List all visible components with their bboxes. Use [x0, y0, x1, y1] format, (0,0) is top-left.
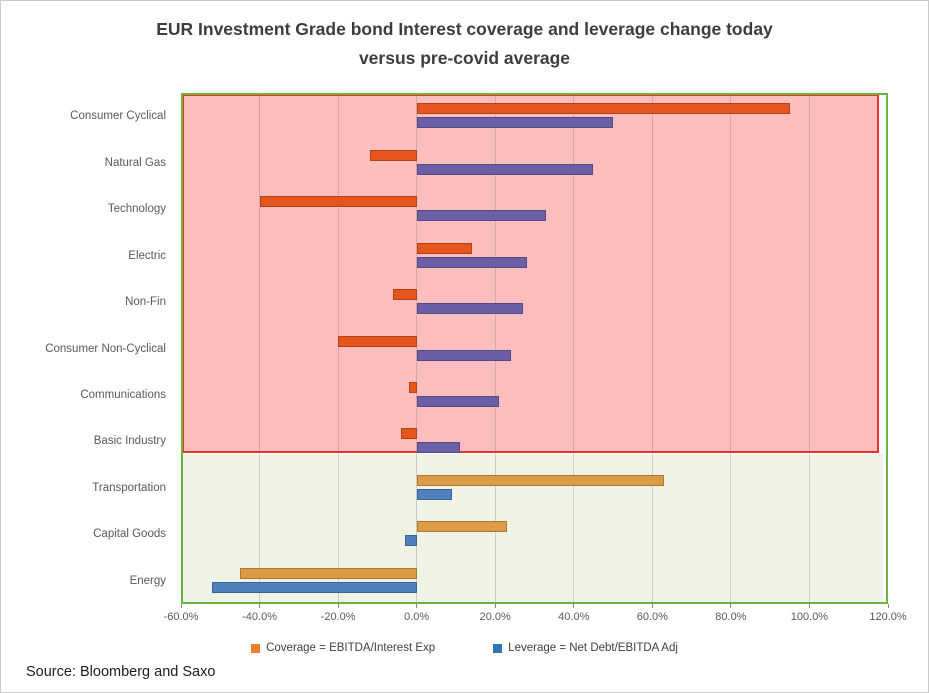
- bar-leverage-electric: [416, 256, 527, 268]
- category-label-energy: Energy: [129, 574, 166, 587]
- plot-area: [180, 93, 889, 608]
- x-tick-label-80: 80.0%: [715, 611, 747, 623]
- bar-leverage-transportation: [416, 488, 452, 500]
- x-tick-label-100: 100.0%: [790, 611, 829, 623]
- category-label-basic-industry: Basic Industry: [93, 435, 166, 448]
- axis-tick-60: [651, 604, 653, 608]
- axis-tick--60: [180, 604, 182, 608]
- gridline-20: [494, 93, 496, 604]
- category-label-consumer-non-cyclical: Consumer Non-Cyclical: [45, 342, 166, 355]
- coverage-swatch-icon: [251, 643, 261, 653]
- category-label-communications: Communications: [80, 388, 166, 401]
- x-tick-label-60: 60.0%: [636, 611, 668, 623]
- bar-coverage-transportation: [416, 474, 665, 486]
- gridline-40: [573, 93, 575, 604]
- bar-leverage-natural-gas: [416, 163, 594, 175]
- bar-leverage-consumer-cyclical: [416, 117, 614, 129]
- bar-coverage-energy: [239, 567, 417, 579]
- axis-tick-120: [887, 604, 889, 608]
- gridline-80: [730, 93, 732, 604]
- gridline-0: [416, 93, 418, 604]
- category-label-transportation: Transportation: [92, 481, 166, 494]
- source-note: Source: Bloomberg and Saxo: [26, 664, 216, 680]
- x-tick-label--60: -60.0%: [163, 611, 199, 623]
- category-label-natural-gas: Natural Gas: [104, 156, 166, 169]
- category-axis: Consumer Cyclical Natural Gas Technology El…: [1, 93, 166, 604]
- axis-tick-40: [573, 604, 575, 608]
- axis-tick--20: [337, 604, 339, 608]
- gridline--20: [337, 93, 339, 604]
- legend: Coverage = EBITDA/Interest Exp Leverage …: [1, 642, 928, 654]
- bar-coverage-electric: [416, 242, 472, 254]
- region-worse-than-precovid: [182, 94, 879, 453]
- bar-coverage-communications: [408, 381, 417, 393]
- x-tick-label--40: -40.0%: [242, 611, 277, 623]
- category-label-consumer-cyclical: Consumer Cyclical: [70, 110, 166, 123]
- bar-coverage-non-fin: [393, 289, 417, 301]
- category-label-electric: Electric: [128, 249, 166, 262]
- value-axis: -60.0% -40.0% -20.0% 0.0% 20.0% 40.0% 60.0% 80.…: [164, 611, 907, 627]
- legend-label-leverage: Leverage = Net Debt/EBITDA Adj: [508, 642, 678, 654]
- category-label-technology: Technology: [107, 203, 166, 216]
- x-tick-label-120: 120.0%: [869, 611, 907, 623]
- bar-leverage-basic-industry: [416, 442, 460, 454]
- gridline-60: [651, 93, 653, 604]
- bar-leverage-communications: [416, 395, 500, 407]
- axis-tick-20: [494, 604, 496, 608]
- category-label-capital-goods: Capital Goods: [93, 528, 166, 541]
- legend-label-coverage: Coverage = EBITDA/Interest Exp: [266, 642, 436, 654]
- category-label-non-fin: Non-Fin: [125, 296, 166, 309]
- axis-tick-100: [808, 604, 810, 608]
- bar-leverage-capital-goods: [404, 535, 417, 547]
- chart-title-line1: EUR Investment Grade bond Interest cover…: [156, 19, 773, 39]
- bar-coverage-basic-industry: [400, 428, 417, 440]
- bar-leverage-non-fin: [416, 303, 523, 315]
- x-tick-label-40: 40.0%: [558, 611, 590, 623]
- chart-title-line2: versus pre-covid average: [358, 48, 571, 68]
- bar-leverage-consumer-non-cyclical: [416, 349, 511, 361]
- bar-coverage-natural-gas: [369, 149, 417, 161]
- axis-tick-80: [730, 604, 732, 608]
- bar-leverage-technology: [416, 210, 547, 222]
- legend-item-coverage: Coverage = EBITDA/Interest Exp: [251, 642, 435, 654]
- gridline--40: [259, 93, 261, 604]
- x-tick-label-0: 0.0%: [404, 611, 430, 623]
- bar-coverage-technology: [259, 196, 417, 208]
- x-tick-label--20: -20.0%: [320, 611, 356, 623]
- axis-tick--40: [259, 604, 261, 608]
- bar-coverage-consumer-cyclical: [416, 103, 790, 115]
- chart-title: EUR Investment Grade bond Interest cover…: [55, 15, 875, 73]
- bar-coverage-consumer-non-cyclical: [338, 335, 417, 347]
- axis-tick-0: [416, 604, 418, 608]
- leverage-swatch-icon: [493, 643, 503, 653]
- bar-coverage-capital-goods: [416, 521, 507, 533]
- x-tick-label-20: 20.0%: [479, 611, 511, 623]
- bar-leverage-energy: [212, 581, 417, 593]
- gridline-100: [808, 93, 810, 604]
- legend-item-leverage: Leverage = Net Debt/EBITDA Adj: [493, 642, 678, 654]
